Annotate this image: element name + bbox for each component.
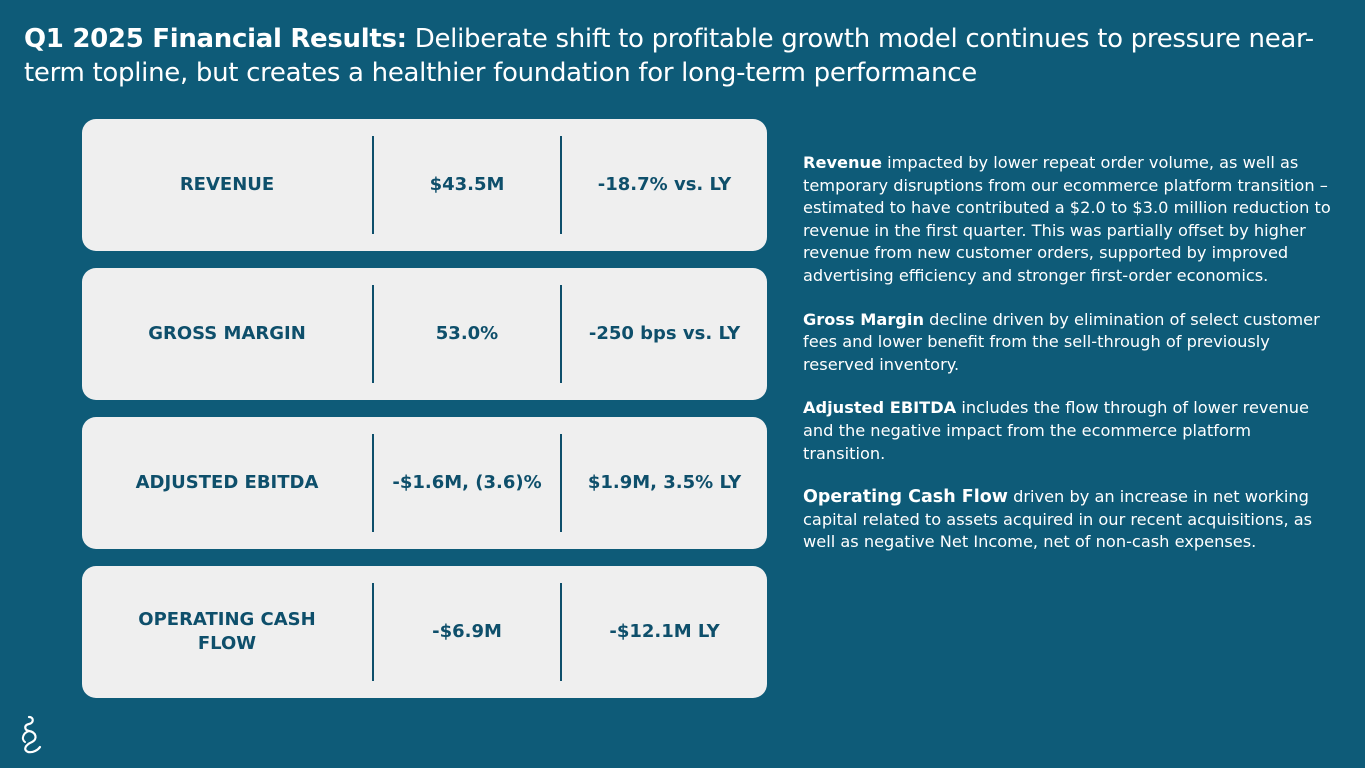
note-adjusted-ebitda: Adjusted EBITDA includes the flow throug… (803, 397, 1338, 465)
metric-card-operating-cash-flow: OPERATING CASH FLOW -$6.9M -$12.1M LY (82, 566, 767, 698)
note-text: driven by an increase in net working cap… (803, 487, 1313, 552)
note-text: impacted by lower repeat order volume, a… (803, 153, 1331, 285)
divider (372, 434, 374, 532)
metric-label: REVENUE (179, 174, 275, 195)
metric-comparison: -18.7% vs. LY (597, 174, 732, 195)
metric-label: GROSS MARGIN (148, 323, 306, 344)
metric-value: 53.0% (435, 323, 499, 344)
divider (560, 583, 562, 681)
metric-value: -$6.9M (432, 621, 502, 642)
metric-comparison: -250 bps vs. LY (588, 323, 741, 344)
divider (560, 285, 562, 383)
brand-logo-icon (21, 715, 42, 754)
metric-label: ADJUSTED EBITDA (135, 472, 319, 493)
slide-title: Q1 2025 Financial Results: Deliberate sh… (24, 22, 1324, 90)
divider (560, 434, 562, 532)
note-lead: Gross Margin (803, 309, 924, 329)
divider (560, 136, 562, 234)
commentary: Revenue impacted by lower repeat order v… (803, 152, 1338, 575)
metric-card-adjusted-ebitda: ADJUSTED EBITDA -$1.6M, (3.6)% $1.9M, 3.… (82, 417, 767, 549)
note-lead: Adjusted EBITDA (803, 398, 957, 418)
metric-card-gross-margin: GROSS MARGIN 53.0% -250 bps vs. LY (82, 268, 767, 400)
metric-value: $43.5M (429, 174, 505, 195)
note-text: includes the flow through of lower reven… (803, 398, 1309, 463)
divider (372, 583, 374, 681)
divider (372, 136, 374, 234)
metric-comparison: $1.9M, 3.5% LY (587, 472, 742, 493)
note-operating-cash-flow: Operating Cash Flow driven by an increas… (803, 486, 1338, 554)
metric-card-revenue: REVENUE $43.5M -18.7% vs. LY (82, 119, 767, 251)
note-lead: Operating Cash Flow (803, 487, 1008, 508)
slide-title-bold: Q1 2025 Financial Results: (24, 24, 407, 54)
divider (372, 285, 374, 383)
metric-value: -$1.6M, (3.6)% (392, 472, 542, 493)
note-gross-margin: Gross Margin decline driven by eliminati… (803, 309, 1338, 377)
metric-label: OPERATING CASH FLOW (138, 609, 316, 654)
note-revenue: Revenue impacted by lower repeat order v… (803, 152, 1338, 288)
note-text: decline driven by elimination of select … (803, 309, 1320, 374)
note-lead: Revenue (803, 153, 883, 172)
metric-comparison: -$12.1M LY (609, 621, 720, 642)
slide-title-rest: Deliberate shift to profitable growth mo… (24, 24, 1314, 88)
